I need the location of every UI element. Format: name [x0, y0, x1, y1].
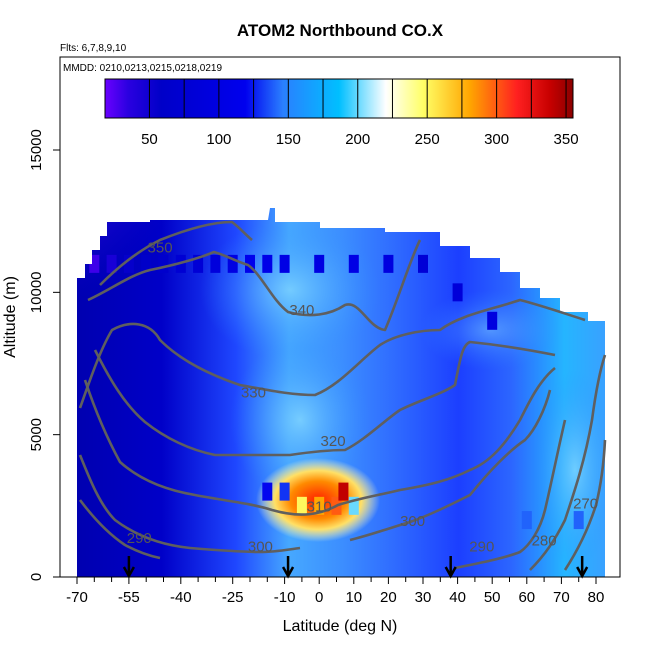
x-tick-label: -25: [222, 589, 244, 606]
heatmap-cell: [573, 511, 584, 530]
y-axis-label: Altitude (m): [2, 276, 19, 358]
contour-290-b: [454, 419, 567, 570]
contour-270: [563, 439, 607, 571]
heatmap-cell: [452, 283, 463, 302]
colorbar-tick-label: 150: [276, 131, 301, 148]
colorbar: 50 100 150 200 250 300 350: [104, 78, 579, 148]
x-tick-label: 20: [380, 589, 397, 606]
contour-label: 280: [532, 533, 557, 550]
x-tick-label: 50: [484, 589, 501, 606]
flight-marker-arrow: [122, 556, 135, 579]
chart-title: ATOM2 Northbound CO.X: [237, 21, 444, 40]
contour-290-a: [78, 499, 161, 560]
x-axis-label: Latitude (deg N): [283, 618, 398, 635]
y-tick-label: 15000: [28, 129, 45, 171]
colorbar-ticks: 50 100 150 200 250 300 350: [141, 79, 579, 148]
heatmap-cell: [279, 254, 290, 273]
x-tick-label: 70: [553, 589, 570, 606]
heatmap-cell: [245, 254, 255, 273]
heatmap-cell: [487, 311, 498, 330]
y-tick-label: 0: [28, 573, 45, 581]
heatmap-cell: [193, 254, 204, 273]
heatmap-cell: [418, 254, 428, 273]
contour-label: 340: [289, 302, 314, 319]
heatmap-cell: [314, 496, 325, 515]
x-tick-label: 10: [345, 589, 362, 606]
heatmap-light-region-upper: [200, 220, 380, 360]
contour-label: 350: [148, 239, 173, 256]
contour-label: 310: [307, 499, 332, 516]
heatmap-cell: [383, 254, 394, 273]
contour-label: 300: [400, 513, 425, 530]
colorbar-tick-label: 50: [141, 131, 158, 148]
colorbar-tick-label: 100: [206, 131, 231, 148]
contour-310: [83, 366, 556, 516]
heatmap-cell: [338, 482, 349, 501]
heatmap-cell: [348, 496, 359, 515]
contour-320: [93, 340, 556, 457]
contour-350: [99, 220, 253, 286]
x-tick-label: -70: [66, 589, 88, 606]
colorbar-tick-label: 300: [484, 131, 509, 148]
colorbar-tick-label: 250: [415, 131, 440, 148]
x-tick-label: 0: [315, 589, 323, 606]
heatmap-cell: [262, 254, 273, 273]
contour-label: 330: [241, 385, 266, 402]
flight-marker-arrow: [444, 556, 457, 579]
contour-lines: [78, 220, 607, 571]
heatmap-cell: [106, 254, 117, 273]
heatmap-cell: [227, 254, 238, 273]
x-tick-label: -40: [170, 589, 192, 606]
heatmap-cell: [89, 254, 100, 273]
colorbar-gradient: [104, 78, 574, 119]
heatmap-cell: [210, 254, 221, 273]
contour-280: [529, 354, 607, 571]
heatmap-cell: [141, 254, 152, 273]
x-axis: -70 -55 -40 -25 -10 0 10 20 30 40 50 60 70 80: [60, 576, 620, 606]
heatmap-cell: [279, 482, 290, 501]
flight-markers: [122, 556, 589, 579]
x-tick-label: 30: [415, 589, 432, 606]
contour-label: 290: [127, 530, 152, 547]
flight-marker-arrow: [281, 556, 295, 579]
y-tick-label: 10000: [28, 271, 45, 313]
dates-note: MMDD: 0210,0213,0215,0218,0219: [63, 63, 222, 74]
contour-330: [78, 298, 586, 409]
contour-300-a: [78, 454, 301, 554]
x-tick-label: 40: [449, 589, 466, 606]
y-tick-label: 5000: [28, 418, 45, 451]
contour-label: 270: [573, 496, 598, 513]
x-tick-label: 80: [588, 589, 605, 606]
contour-340: [87, 239, 422, 332]
colorbar-tick-label: 200: [345, 131, 370, 148]
heatmap-cell: [262, 482, 273, 501]
contour-label: 290: [469, 538, 494, 555]
contour-label: 300: [248, 538, 273, 555]
x-tick-label: -10: [274, 589, 296, 606]
heatmap-cell: [296, 496, 307, 515]
contour-labels: 350 340 330 320 310 300 300 290 290 280 270: [127, 239, 598, 555]
flights-note: Flts: 6,7,8,9,10: [60, 43, 127, 54]
heatmap-cell: [158, 254, 169, 273]
x-tick-label: 60: [518, 589, 535, 606]
x-tick-label: -55: [118, 589, 140, 606]
heatmap-cell: [348, 254, 359, 273]
flight-marker-arrow: [576, 556, 589, 579]
heatmap-cells: [89, 254, 584, 530]
heatmap-purple-region: [77, 208, 207, 332]
heatmap-cell: [314, 254, 325, 273]
contour-300-b: [349, 389, 552, 542]
contour-label: 320: [321, 433, 346, 450]
y-axis: 0 5000 10000 15000: [28, 57, 61, 581]
heatmap-light-region-right: [535, 370, 605, 570]
heatmap-cell: [521, 511, 532, 530]
heatmap-cell: [123, 254, 134, 273]
colorbar-tick-label: 350: [554, 131, 579, 148]
